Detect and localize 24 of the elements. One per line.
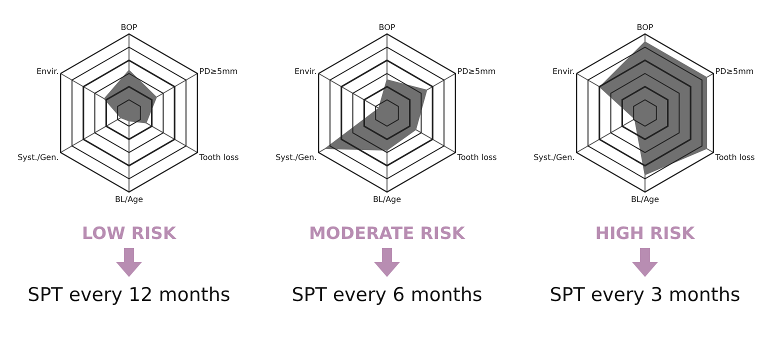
text: SPT every 6 months	[292, 284, 482, 306]
text: SPT every 3 months	[550, 284, 740, 306]
spoke-label: BL/Age	[372, 195, 402, 204]
spoke-label: Tooth loss	[198, 153, 239, 162]
text: MODERATE RISK	[309, 224, 465, 244]
spoke-label: PD≥5mm	[457, 67, 496, 76]
spoke-label: PD≥5mm	[715, 67, 754, 76]
spoke-label: PD≥5mm	[199, 67, 238, 76]
spoke-label: Envir.	[552, 67, 575, 76]
spoke-label: Envir.	[36, 67, 59, 76]
spoke-label: Envir.	[294, 67, 317, 76]
text: LOW RISK	[82, 224, 176, 244]
spoke-label: BOP	[378, 23, 396, 32]
spoke-label: Syst./Gen.	[276, 153, 317, 162]
spoke-label: Tooth loss	[714, 153, 755, 162]
spoke-label: BOP	[636, 23, 654, 32]
spoke-label: BL/Age	[630, 195, 660, 204]
spoke-label: BOP	[120, 23, 138, 32]
spoke-label: Syst./Gen.	[18, 153, 59, 162]
spoke-label: Tooth loss	[456, 153, 497, 162]
text: HIGH RISK	[595, 224, 695, 244]
spoke-label: Syst./Gen.	[534, 153, 575, 162]
spoke-label: BL/Age	[114, 195, 144, 204]
text: SPT every 12 months	[28, 284, 230, 306]
